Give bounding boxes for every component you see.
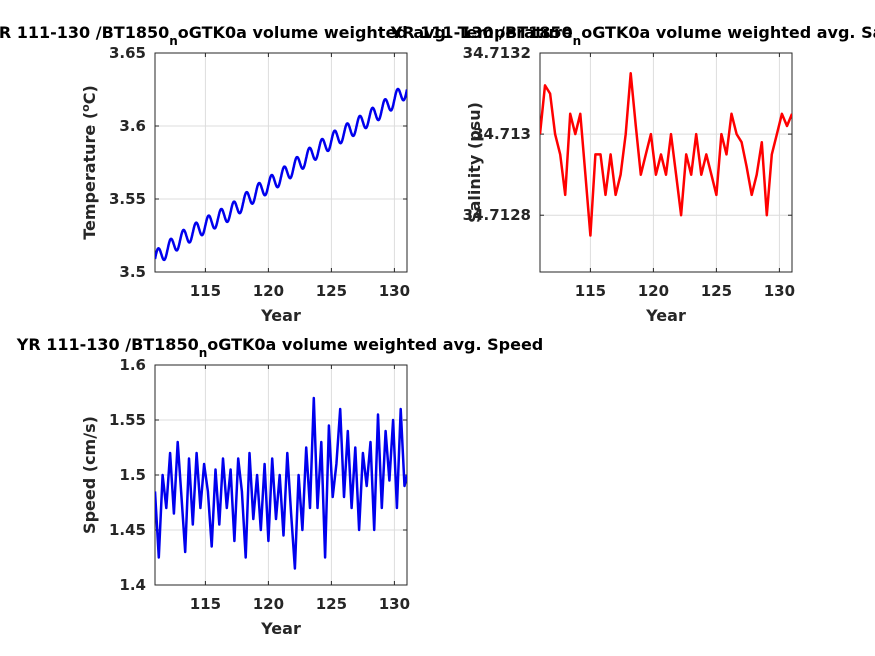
x-tick-label: 130 xyxy=(764,282,795,300)
chart-title-sub: n xyxy=(199,346,208,360)
x-tick-label: 130 xyxy=(379,282,410,300)
y-tick-label: 1.55 xyxy=(109,411,146,429)
series-line-1 xyxy=(540,72,792,237)
y-axis-label: Salinity (psu) xyxy=(465,102,484,223)
plot-area xyxy=(154,52,408,273)
chart-title: YR 111-130 /BT1850noGTK0a volume weighte… xyxy=(16,335,544,360)
chart-title-sub: n xyxy=(169,34,178,48)
series-line-1 xyxy=(155,87,407,262)
chart-title-prefix: YR 111-130 /BT1850 xyxy=(0,23,169,42)
chart-title-suffix: oGTK0a volume weighted avg. Speed xyxy=(207,335,543,354)
y-axis-label-end: C) xyxy=(80,85,99,104)
y-tick-label: 3.65 xyxy=(109,44,146,62)
x-tick-label: 125 xyxy=(316,282,347,300)
y-tick-label: 34.7132 xyxy=(463,44,531,62)
x-tick-label: 125 xyxy=(701,282,732,300)
y-tick-label: 1.4 xyxy=(119,576,146,594)
x-axis-label: Year xyxy=(260,619,301,638)
chart-title-sub: n xyxy=(573,34,582,48)
chart-title-prefix: YR 111-130 /BT1850 xyxy=(390,23,573,42)
plot-frame xyxy=(539,52,793,273)
x-tick-label: 115 xyxy=(575,282,606,300)
plot-frame xyxy=(154,52,408,273)
series-line-1 xyxy=(155,396,407,570)
x-tick-label: 115 xyxy=(190,595,221,613)
y-axis-label: Temperature (oC) xyxy=(79,85,100,240)
x-tick-label: 120 xyxy=(253,595,284,613)
x-tick-label: 125 xyxy=(316,595,347,613)
x-axis-label: Year xyxy=(260,306,301,325)
y-tick-label: 1.45 xyxy=(109,521,146,539)
chart-title-suffix: oGTK0a volume weighted avg. Salinity xyxy=(581,23,875,42)
y-tick-label: 1.6 xyxy=(119,356,146,374)
x-axis-label: Year xyxy=(645,306,686,325)
x-tick-label: 130 xyxy=(379,595,410,613)
chart-panel-3: 115 120 125 130 1.4 1.45 1.5 1.55 1.6 Year Speed (… xyxy=(16,335,544,638)
y-axis-label-main: Temperature ( xyxy=(80,112,99,240)
chart-title-suffix: oGTK0a volume weighted avg. Temperature xyxy=(178,23,573,42)
y-tick-label: 3.6 xyxy=(119,117,146,135)
chart-panel-2: 115 120 125 130 34.7128 34.713 34.7132 Year Sali… xyxy=(390,23,875,325)
y-tick-label: 1.5 xyxy=(119,466,146,484)
x-tick-label: 115 xyxy=(190,282,221,300)
x-tick-label: 120 xyxy=(638,282,669,300)
chart-panel-1: 115 120 125 130 3.5 3.55 3.6 3.65 Year Temperatur… xyxy=(0,23,573,325)
y-tick-label: 3.5 xyxy=(119,263,146,281)
y-axis-label-sup: o xyxy=(79,104,92,112)
y-tick-label: 34.7128 xyxy=(463,206,531,224)
x-tick-label: 120 xyxy=(253,282,284,300)
y-axis-label: Speed (cm/s) xyxy=(80,416,99,534)
y-tick-label: 3.55 xyxy=(109,190,146,208)
chart-title-prefix: YR 111-130 /BT1850 xyxy=(16,335,199,354)
chart-title: YR 111-130 /BT1850noGTK0a volume weighte… xyxy=(390,23,875,48)
y-tick-label: 34.713 xyxy=(473,125,531,143)
chart-title: YR 111-130 /BT1850noGTK0a volume weighte… xyxy=(0,23,573,48)
plot-area xyxy=(539,52,793,273)
